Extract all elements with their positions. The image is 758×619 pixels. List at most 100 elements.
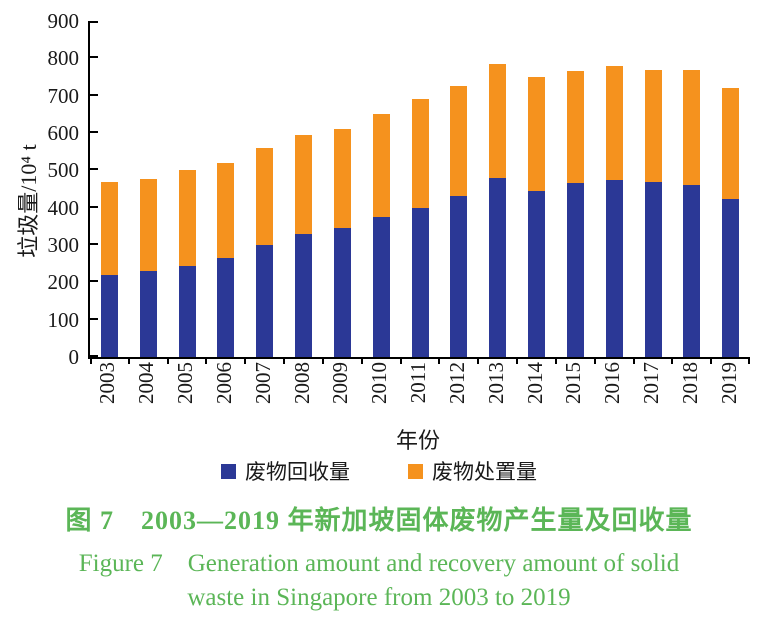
bar-segment-disposal (450, 86, 468, 197)
bar-segment-disposal (605, 65, 623, 180)
x-tick-label: 2003 (95, 362, 120, 404)
x-tick-cell: 2019 (709, 362, 748, 420)
x-tick-cell: 2015 (554, 362, 593, 420)
y-tick-label: 900 (47, 9, 80, 33)
x-tick-label: 2007 (250, 362, 275, 404)
bar-segment-recovery (100, 274, 118, 357)
x-tick-label: 2015 (561, 362, 586, 404)
bar-slot (90, 181, 129, 357)
bar-segment-disposal (489, 63, 507, 178)
bar-segment-disposal (411, 99, 429, 208)
bar-slot (362, 114, 401, 357)
bar-group (178, 169, 196, 357)
bar-slot (517, 77, 556, 357)
bar-segment-disposal (372, 114, 390, 217)
y-tick-mark (90, 168, 98, 171)
x-tick-label: 2011 (406, 362, 431, 404)
figure-caption-chinese: 图 7 2003—2019 年新加坡固体废物产生量及回收量 (65, 506, 693, 535)
y-tick-label: 300 (47, 233, 80, 257)
bar-segment-disposal (256, 147, 274, 245)
x-tick-label: 2010 (367, 362, 392, 404)
bar-slot (206, 162, 245, 357)
y-tick-label: 600 (47, 121, 80, 145)
bar-group (566, 71, 584, 357)
bar-slot (478, 63, 517, 357)
bar-segment-recovery (411, 207, 429, 357)
x-tick-mark (438, 358, 441, 364)
bar-slot (634, 69, 673, 357)
y-tick-mark (90, 93, 98, 96)
figure-caption-english-line2: waste in Singapore from 2003 to 2019 (187, 584, 571, 611)
x-tick-mark (710, 358, 713, 364)
bar-segment-recovery (217, 258, 235, 357)
bar-segment-recovery (683, 184, 701, 357)
x-tick-mark (360, 358, 363, 364)
legend: 废物回收量 废物处置量 (0, 456, 758, 486)
bar-slot (168, 169, 207, 357)
bar-segment-recovery (450, 196, 468, 357)
bar-segment-disposal (566, 71, 584, 184)
bar-group (217, 162, 235, 357)
bar-group (450, 86, 468, 357)
x-tick-mark (244, 358, 247, 364)
x-tick-cell: 2011 (399, 362, 438, 420)
x-tick-cell: 2008 (282, 362, 321, 420)
y-tick-mark (90, 355, 98, 357)
x-tick-label: 2009 (328, 362, 353, 404)
x-tick-cell: 2016 (593, 362, 632, 420)
bar-group (411, 99, 429, 357)
bar-slot (323, 129, 362, 357)
bar-slot (711, 88, 750, 357)
bar-group (722, 88, 740, 357)
x-tick-label: 2006 (211, 362, 236, 404)
x-tick-mark (399, 358, 402, 364)
bar-group (489, 63, 507, 357)
bar-group (333, 129, 351, 357)
bar-segment-recovery (139, 271, 157, 357)
bar-segment-disposal (333, 129, 351, 229)
x-tick-label: 2017 (639, 362, 663, 404)
bar-group (256, 147, 274, 357)
legend-label: 废物回收量 (245, 460, 350, 484)
bar-segment-disposal (217, 162, 235, 259)
y-tick-label: 800 (47, 46, 80, 71)
x-tick-label: 2008 (289, 362, 314, 404)
x-tick-cell: 2006 (204, 362, 243, 420)
x-tick-mark (671, 358, 674, 364)
figure-caption-english: Figure 7 Generation amount and recovery … (0, 547, 758, 615)
x-tick-mark (516, 358, 519, 364)
bar-segment-recovery (644, 181, 662, 357)
x-tick-cell: 2010 (360, 362, 399, 420)
x-tick-mark (632, 358, 635, 364)
x-tick-mark (166, 358, 169, 364)
x-tick-mark (593, 358, 596, 364)
x-tick-cell: 2009 (321, 362, 360, 420)
bar-group (139, 178, 157, 357)
bar-segment-recovery (528, 190, 546, 357)
x-axis-title: 年份 (395, 428, 440, 453)
bar-segment-recovery (372, 217, 390, 357)
bar-slot (672, 69, 711, 357)
x-tick-cell: 2005 (166, 362, 205, 420)
bar-group (528, 77, 546, 357)
x-tick-label: 2014 (522, 362, 547, 404)
x-tick-label: 2005 (173, 362, 198, 404)
x-tick-mark (748, 358, 750, 364)
x-tick-label: 2013 (483, 362, 508, 404)
bar-segment-recovery (722, 199, 740, 357)
x-tick-label: 2004 (134, 362, 159, 404)
y-tick-mark (90, 317, 98, 320)
bar-slot (401, 99, 440, 357)
x-tick-cell: 2018 (670, 362, 709, 420)
y-tick-label: 400 (47, 195, 80, 220)
bar-group (100, 181, 118, 357)
bar-segment-disposal (722, 88, 740, 200)
bar-group (644, 69, 662, 357)
y-tick-mark (90, 56, 98, 59)
x-tick-label: 2019 (716, 362, 741, 404)
x-tick-label: 2016 (600, 362, 625, 404)
x-tick-cell: 2017 (632, 362, 671, 420)
x-tick-cell: 2014 (515, 362, 554, 420)
y-tick-label: 100 (47, 307, 80, 332)
